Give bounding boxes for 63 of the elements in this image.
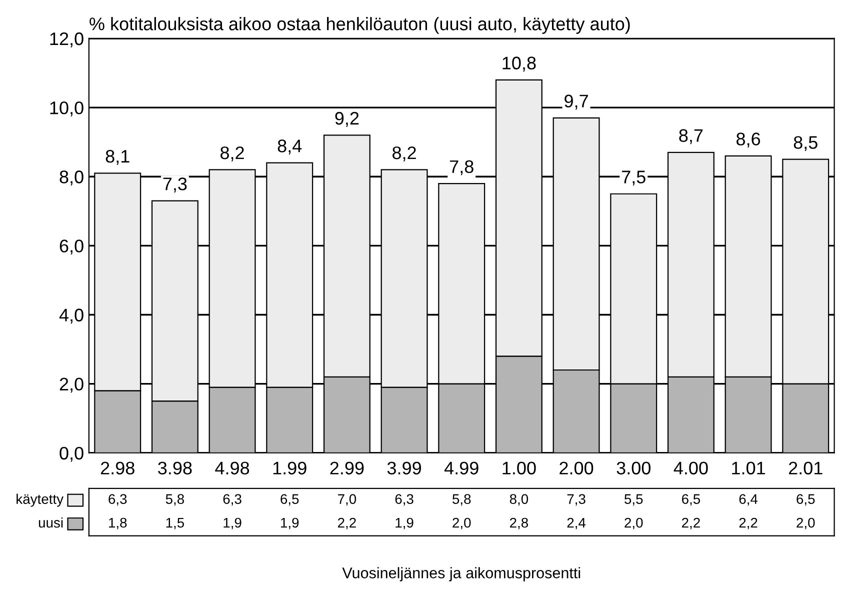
x-tick-label: 4.98 — [215, 462, 250, 474]
x-tick-label: 1.00 — [502, 462, 536, 474]
data-label: 6,4 — [739, 494, 758, 506]
y-tick-label: 12,0 — [50, 32, 84, 48]
x-tick-label: 3.00 — [616, 462, 650, 474]
data-label: 1,9 — [224, 518, 242, 530]
data-label: 2,2 — [682, 518, 700, 530]
data-label: 2,2 — [338, 518, 356, 530]
total-label: 8,1 — [106, 150, 130, 165]
legend-label: käytetty — [16, 494, 64, 507]
total-label: 8,4 — [278, 140, 302, 154]
total-label: 9,7 — [564, 94, 588, 110]
data-label: 1,8 — [109, 518, 127, 530]
text: Vuosineljännes ja aikomusprosentti — [342, 567, 580, 582]
data-label: 5,8 — [166, 494, 184, 506]
data-label: 7,3 — [567, 494, 586, 506]
total-label: 8,6 — [736, 132, 760, 148]
data-label: 1,9 — [396, 518, 414, 530]
data-label: 6,5 — [280, 494, 299, 506]
data-label: 6,5 — [682, 494, 700, 506]
data-label: 6,3 — [108, 494, 127, 506]
data-label: 5,8 — [452, 494, 471, 506]
y-tick-label: 10,0 — [50, 101, 84, 116]
x-tick-label: 4.00 — [674, 462, 708, 474]
total-label: 8,7 — [679, 129, 703, 144]
total-label: 7,3 — [163, 178, 187, 192]
data-label: 6,3 — [223, 494, 242, 506]
data-label: 2,4 — [567, 518, 586, 530]
x-tick-label: 2.00 — [560, 462, 594, 474]
data-label: 2,8 — [510, 518, 528, 530]
x-tick-label: 3.99 — [387, 462, 421, 474]
total-label: 7,5 — [622, 170, 646, 186]
data-label: 7,0 — [338, 494, 356, 506]
chart-title: % kotitalouksista aikoo ostaa henkilöauton (uusi auto, käytetty auto) — [90, 17, 630, 34]
total-label: 9,2 — [335, 112, 359, 127]
data-label: 1,5 — [166, 518, 184, 530]
y-tick-label: 8,0 — [60, 170, 84, 186]
data-label: 6,3 — [395, 494, 414, 506]
total-label: 8,2 — [392, 146, 416, 162]
data-label: 1,9 — [281, 518, 299, 530]
data-label: 2,0 — [624, 518, 643, 530]
x-tick-label: 3.98 — [158, 462, 192, 474]
total-label: 10,8 — [502, 56, 536, 72]
x-tick-label: 2.01 — [788, 462, 822, 474]
data-label: 2,0 — [796, 518, 815, 530]
legend-label: uusi — [38, 517, 63, 528]
y-tick-label: 6,0 — [60, 240, 84, 255]
data-label: 5,5 — [624, 494, 643, 506]
data-label: 2,2 — [739, 518, 758, 530]
x-tick-label: 4.99 — [444, 462, 478, 474]
x-tick-label: 2.99 — [330, 462, 364, 474]
y-tick-label: 4,0 — [59, 308, 84, 324]
data-label: 6,5 — [796, 494, 815, 506]
data-label: 8,0 — [510, 494, 528, 506]
x-tick-label: 1.01 — [732, 462, 765, 474]
x-tick-label: 1.99 — [273, 462, 306, 474]
total-label: 8,2 — [220, 146, 244, 162]
y-tick-label: 0,0 — [60, 446, 84, 462]
total-label: 8,5 — [794, 136, 818, 152]
x-tick-label: 2.98 — [100, 462, 134, 474]
total-label: 7,8 — [450, 160, 474, 176]
y-tick-label: 2,0 — [60, 378, 84, 393]
data-label: 2,0 — [452, 518, 471, 530]
